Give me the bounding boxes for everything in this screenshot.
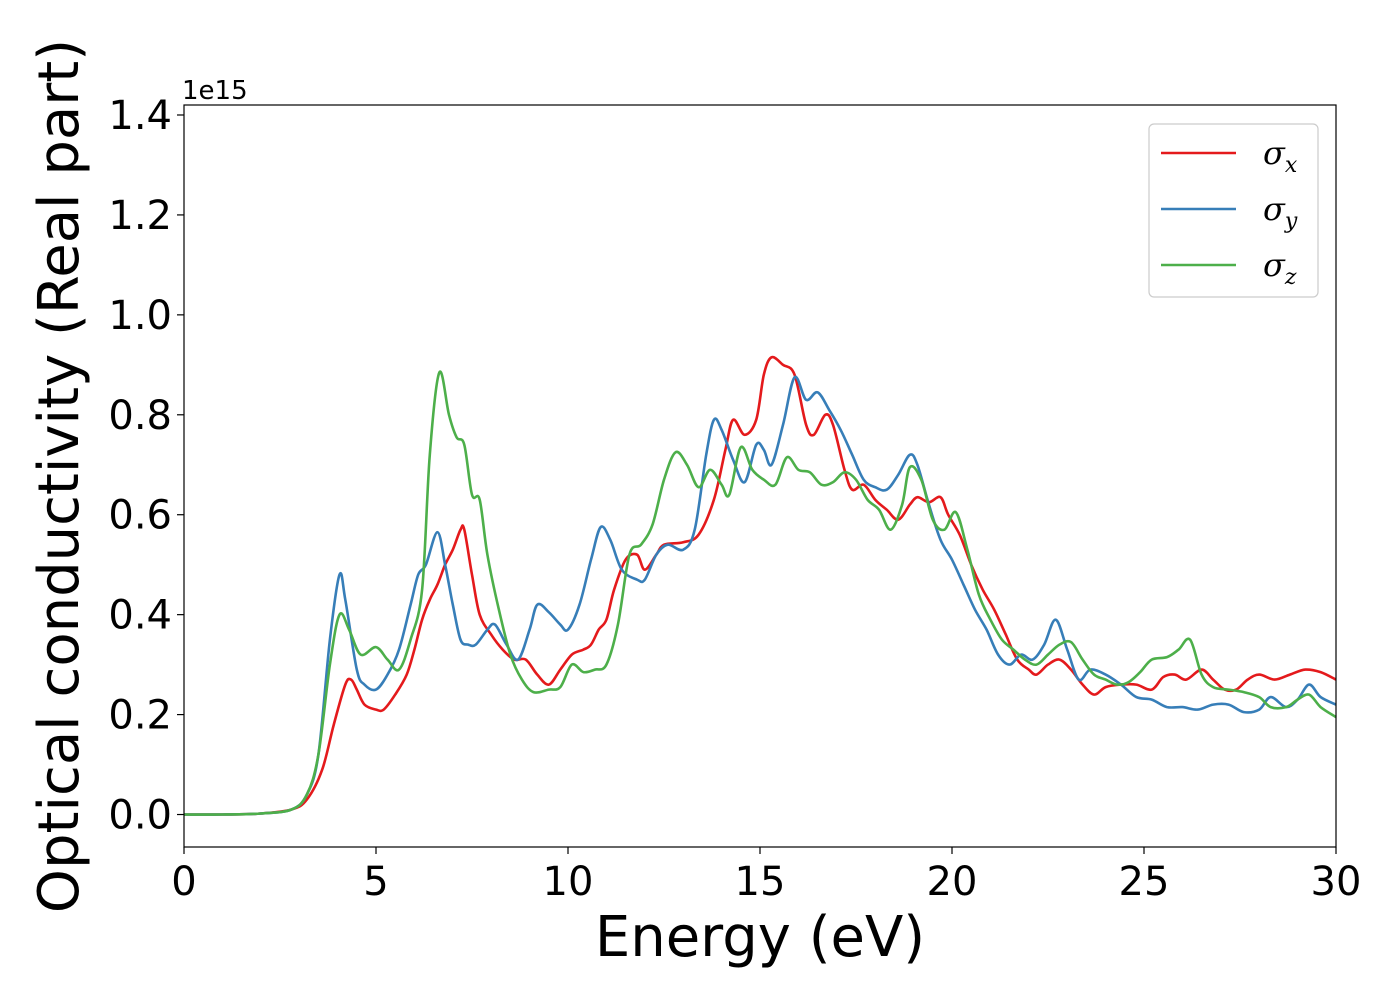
x-tick-label: 10 [543,859,594,905]
y-axis-title: Optical conductivity (Real part) [27,39,92,913]
y-offset-label: 1e15 [182,76,248,106]
x-tick-label: 30 [1311,859,1362,905]
y-tick-label: 0.2 [108,693,172,739]
y-tick-label: 0.0 [108,793,172,839]
y-tick-label: 1.0 [108,293,172,339]
x-tick-label: 15 [735,859,786,905]
x-axis: 0 5 10 15 20 25 30 [171,847,1361,905]
series-line-x [183,355,1337,816]
y-tick-label: 0.8 [108,393,172,439]
x-tick-label: 0 [171,859,196,905]
y-tick-label: 0.6 [108,493,172,539]
x-tick-label: 5 [363,859,388,905]
x-tick-label: 20 [927,859,978,905]
y-axis: 0.0 0.2 0.4 0.6 0.8 1.0 1.2 1.4 [108,93,184,839]
legend-box [1148,123,1319,298]
y-tick-label: 0.4 [108,593,172,639]
series-line-z [183,370,1337,816]
plot-area [183,355,1337,816]
y-tick-label: 1.4 [108,93,172,139]
y-tick-label: 1.2 [108,193,172,239]
series-line-y [183,375,1337,816]
x-axis-title: Energy (eV) [595,905,925,970]
x-tick-label: 25 [1119,859,1170,905]
